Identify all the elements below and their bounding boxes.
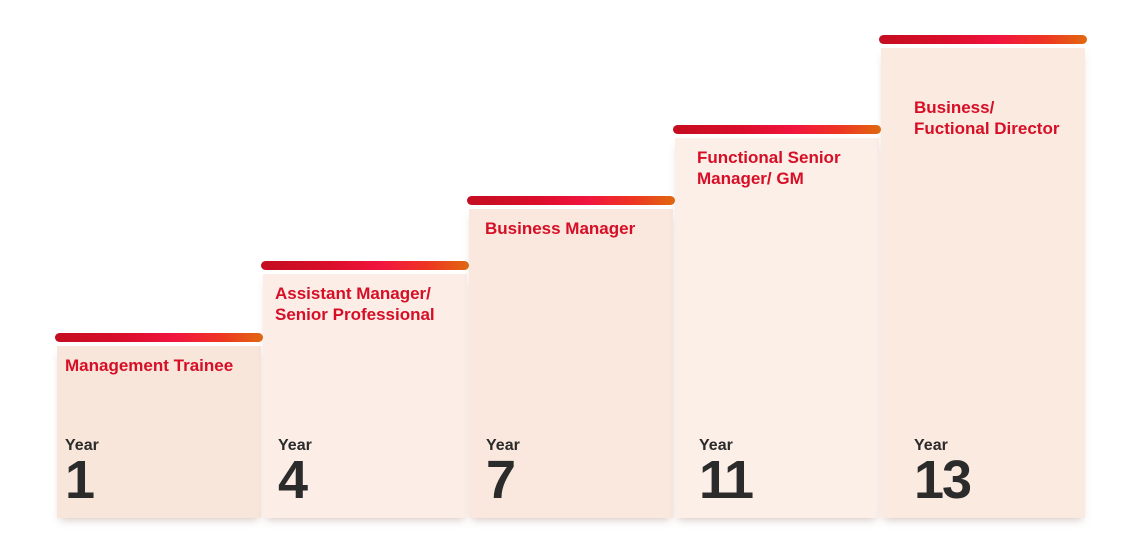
career-step-3: Business Manager Year 7: [467, 196, 675, 518]
career-ladder-steps: Management Trainee Year 1 Assistant Mana…: [55, 35, 1087, 518]
role-title: Management Trainee: [65, 356, 234, 375]
career-step-2: Assistant Manager/ Senior Professional Y…: [261, 261, 469, 518]
role-title: Assistant Manager/ Senior Professional: [275, 284, 435, 324]
role-title: Business/ Fuctional Director: [914, 98, 1060, 138]
year-block: Year 13: [881, 437, 972, 510]
year-block: Year 11: [675, 437, 754, 510]
step-box: Business Manager Year 7: [469, 209, 673, 518]
step-box: Functional Senior Manager/ GM Year 11: [675, 138, 879, 518]
year-value: 11: [699, 449, 754, 510]
year-value: 7: [486, 449, 516, 510]
career-step-5: Business/ Fuctional Director Year 13: [879, 35, 1087, 518]
year-value: 4: [278, 449, 308, 510]
year-value: 13: [914, 449, 972, 510]
career-step-1: Management Trainee Year 1: [55, 333, 263, 518]
role-title: Business Manager: [485, 219, 636, 238]
role-title: Functional Senior Manager/ GM: [697, 148, 841, 188]
year-block: Year 7: [469, 437, 520, 510]
step-top-gradient-bar: [879, 35, 1087, 44]
year-label: Year: [278, 437, 312, 455]
step-top-gradient-bar: [261, 261, 469, 270]
year-value: 1: [65, 449, 95, 510]
step-box: Management Trainee Year 1: [57, 346, 261, 518]
year-label: Year: [914, 437, 948, 455]
career-step-4: Functional Senior Manager/ GM Year 11: [673, 125, 881, 518]
year-label: Year: [486, 437, 520, 455]
step-box: Assistant Manager/ Senior Professional Y…: [263, 274, 467, 518]
step-top-gradient-bar: [673, 125, 881, 134]
year-label: Year: [699, 437, 733, 455]
step-box: Business/ Fuctional Director Year 13: [881, 48, 1085, 518]
step-top-gradient-bar: [467, 196, 675, 205]
step-top-gradient-bar: [55, 333, 263, 342]
year-block: Year 1: [57, 437, 99, 510]
year-label: Year: [65, 437, 99, 455]
year-block: Year 4: [263, 437, 312, 510]
